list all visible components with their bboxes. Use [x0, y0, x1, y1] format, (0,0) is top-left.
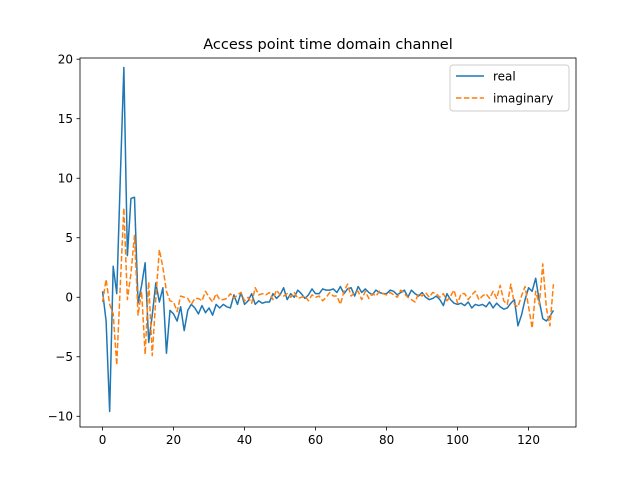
series-line-real — [101, 66, 555, 413]
x-tick-label: 20 — [166, 433, 181, 447]
series-line-imaginary — [101, 207, 555, 366]
y-tick-label: 0 — [65, 291, 73, 305]
chart-title: Access point time domain channel — [203, 37, 453, 53]
y-tick-label: 15 — [58, 112, 73, 126]
y-tick-label: −10 — [48, 410, 73, 424]
x-tick-label: 100 — [446, 433, 469, 447]
legend-label-imaginary: imaginary — [493, 91, 553, 105]
x-tick-label: 60 — [308, 433, 323, 447]
series-group — [101, 66, 555, 413]
x-tick-label: 120 — [517, 433, 540, 447]
axes-frame — [79, 57, 577, 428]
y-tick-label: 5 — [65, 231, 73, 245]
x-tick-label: 0 — [99, 433, 107, 447]
y-tick-label: −5 — [55, 350, 73, 364]
y-tick-label: 20 — [58, 52, 73, 66]
y-tick-label: 10 — [58, 172, 73, 186]
legend-label-real: real — [493, 69, 516, 83]
legend: real imaginary — [449, 64, 570, 112]
x-tick-label: 40 — [237, 433, 252, 447]
plot-area: 0 20 40 60 80 100 120 −10 −5 0 5 10 15 20 — [48, 52, 577, 447]
x-tick-label: 80 — [379, 433, 394, 447]
